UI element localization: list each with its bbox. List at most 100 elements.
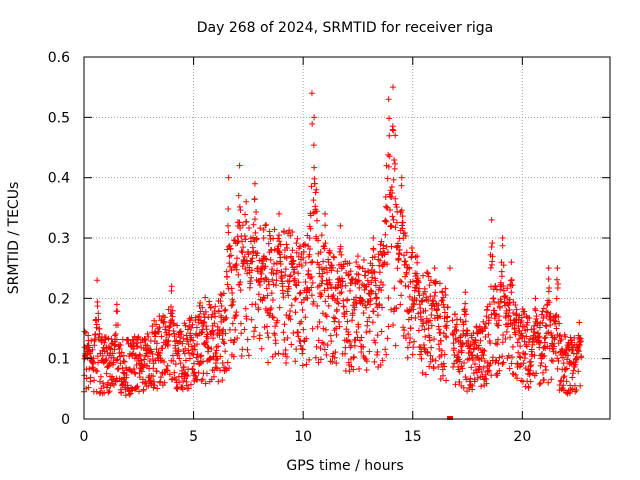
data-point xyxy=(299,350,306,357)
data-point xyxy=(432,278,439,285)
data-point xyxy=(370,246,377,253)
data-point xyxy=(283,241,290,248)
data-point xyxy=(280,294,287,301)
data-point xyxy=(533,313,540,320)
data-point xyxy=(263,221,270,228)
data-point xyxy=(566,340,573,347)
data-point xyxy=(276,210,283,217)
data-point xyxy=(348,363,355,370)
data-point xyxy=(101,348,108,355)
data-point xyxy=(411,338,418,345)
data-point xyxy=(256,281,263,288)
data-point xyxy=(534,319,541,326)
data-point xyxy=(525,339,532,346)
data-point xyxy=(177,360,184,367)
data-point xyxy=(544,309,551,316)
data-point xyxy=(560,360,567,367)
data-point xyxy=(405,283,412,290)
data-point xyxy=(253,236,260,243)
data-point xyxy=(271,260,278,267)
data-point xyxy=(565,352,572,359)
data-point xyxy=(425,325,432,332)
data-point xyxy=(347,268,354,275)
data-point xyxy=(374,348,381,355)
data-point xyxy=(390,216,397,223)
data-point xyxy=(318,280,325,287)
data-point xyxy=(451,351,458,358)
data-point xyxy=(170,357,177,364)
data-point xyxy=(271,332,278,339)
data-point xyxy=(556,333,563,340)
data-point xyxy=(232,262,239,269)
data-point xyxy=(224,359,231,366)
data-point xyxy=(472,366,479,373)
data-point xyxy=(447,265,454,272)
data-point xyxy=(342,282,349,289)
data-point xyxy=(270,270,277,277)
data-point xyxy=(492,340,499,347)
data-point xyxy=(98,338,105,345)
data-point xyxy=(149,356,156,363)
data-point xyxy=(113,336,120,343)
data-point xyxy=(333,331,340,338)
data-point xyxy=(255,306,262,313)
data-point xyxy=(237,207,244,214)
data-point xyxy=(100,383,107,390)
data-point xyxy=(233,261,240,268)
data-point xyxy=(354,278,361,285)
data-point xyxy=(272,323,279,330)
x-tick-label: 15 xyxy=(404,429,422,445)
data-point xyxy=(545,276,552,283)
data-point xyxy=(185,385,192,392)
data-point xyxy=(262,255,269,262)
data-point xyxy=(244,346,251,353)
data-point xyxy=(376,269,383,276)
data-point xyxy=(334,295,341,302)
data-point xyxy=(481,347,488,354)
data-point xyxy=(149,350,156,357)
data-point xyxy=(327,250,334,257)
data-point xyxy=(528,362,535,369)
data-point xyxy=(488,372,495,379)
data-point xyxy=(469,382,476,389)
data-point xyxy=(434,306,441,313)
data-point xyxy=(537,362,544,369)
data-point xyxy=(337,243,344,250)
data-point xyxy=(504,285,511,292)
data-point xyxy=(329,358,336,365)
data-point xyxy=(556,320,563,327)
data-point xyxy=(397,278,404,285)
data-point xyxy=(173,385,180,392)
data-point xyxy=(432,357,439,364)
data-point xyxy=(382,217,389,224)
data-point xyxy=(443,334,450,341)
data-point xyxy=(391,165,398,172)
data-point xyxy=(378,287,385,294)
data-point xyxy=(194,341,201,348)
data-point xyxy=(85,337,92,344)
data-point xyxy=(487,264,494,271)
data-point xyxy=(515,349,522,356)
data-point xyxy=(190,337,197,344)
data-point xyxy=(379,282,386,289)
data-point xyxy=(221,307,228,314)
data-point xyxy=(137,357,144,364)
data-point xyxy=(267,256,274,263)
data-point xyxy=(236,219,243,226)
data-point xyxy=(101,339,108,346)
data-point xyxy=(199,376,206,383)
data-point xyxy=(561,373,568,380)
data-point xyxy=(300,254,307,261)
data-point xyxy=(366,348,373,355)
data-point xyxy=(413,296,420,303)
data-point xyxy=(297,243,304,250)
data-point xyxy=(248,316,255,323)
data-point xyxy=(95,316,102,323)
data-point xyxy=(295,279,302,286)
data-point xyxy=(294,235,301,242)
data-point xyxy=(508,277,515,284)
data-point xyxy=(182,357,189,364)
data-point xyxy=(288,341,295,348)
data-point xyxy=(164,362,171,369)
data-point xyxy=(388,223,395,230)
